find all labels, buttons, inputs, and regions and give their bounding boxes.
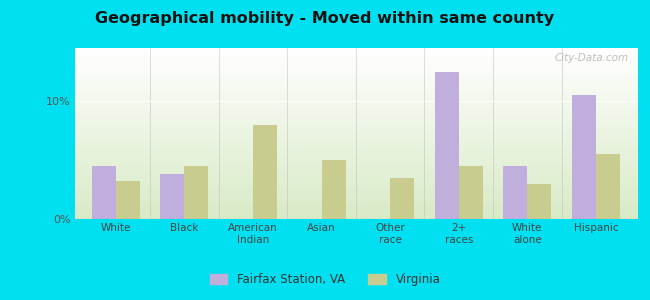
Text: Geographical mobility - Moved within same county: Geographical mobility - Moved within sam… bbox=[96, 11, 554, 26]
Bar bbox=[185, 166, 209, 219]
Bar bbox=[435, 72, 459, 219]
Bar bbox=[92, 166, 116, 219]
Bar bbox=[116, 181, 140, 219]
Bar bbox=[527, 184, 551, 219]
Bar bbox=[390, 178, 414, 219]
Bar bbox=[596, 154, 620, 219]
Bar bbox=[253, 125, 277, 219]
Bar bbox=[459, 166, 483, 219]
Bar bbox=[503, 166, 527, 219]
Bar bbox=[161, 174, 185, 219]
Legend: Fairfax Station, VA, Virginia: Fairfax Station, VA, Virginia bbox=[205, 269, 445, 291]
Bar bbox=[322, 160, 346, 219]
Bar bbox=[572, 95, 596, 219]
Text: City-Data.com: City-Data.com bbox=[554, 53, 629, 63]
